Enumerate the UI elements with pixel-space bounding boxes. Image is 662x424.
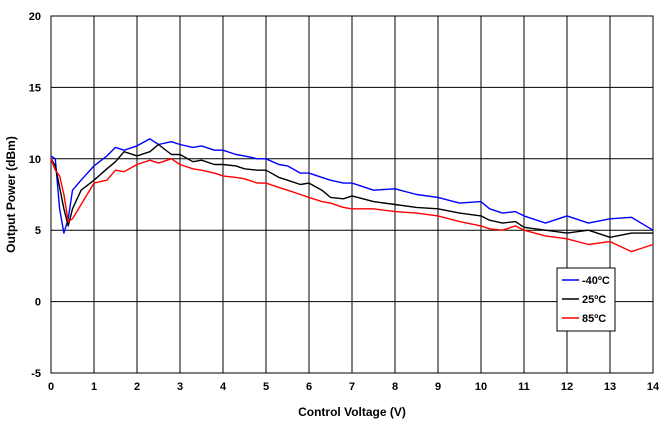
series-lines	[50, 138, 654, 253]
x-axis-title: Control Voltage (V)	[298, 405, 406, 419]
x-tick-label: 8	[392, 381, 398, 393]
x-tick-label: 9	[435, 381, 441, 393]
legend: -40ºC 25ºC 85ºC	[556, 267, 616, 332]
series-line	[50, 143, 653, 238]
x-tick-label: 1	[91, 381, 97, 393]
series-line	[50, 138, 654, 234]
legend-entry-label: 85ºC	[582, 313, 606, 325]
legend-entry-label: 25ºC	[582, 294, 606, 306]
x-tick-label: 5	[263, 381, 269, 393]
plot-area-frame	[50, 15, 654, 374]
y-axis-title: Output Power (dBm)	[4, 136, 18, 253]
x-tick-label: 3	[177, 381, 183, 393]
y-tick-label: 20	[29, 11, 41, 23]
x-tick-label: 7	[349, 381, 355, 393]
x-axis-tick-labels: 0 1 2 3 4 5 6 7 8 9 10 11 12 13 14	[48, 381, 660, 393]
x-tick-label: 2	[134, 381, 140, 393]
y-axis-tick-labels: -5 0 5 10 15 20	[29, 11, 41, 380]
x-tick-label: 12	[561, 381, 573, 393]
y-tick-label: 5	[35, 225, 41, 237]
x-tick-label: 10	[475, 381, 487, 393]
x-tick-label: 4	[220, 381, 227, 393]
y-tick-label: 15	[29, 82, 41, 94]
x-tick-label: 0	[48, 381, 54, 393]
y-tick-label: 0	[35, 297, 41, 309]
x-tick-label: 14	[647, 381, 660, 393]
x-tick-label: 11	[518, 381, 530, 393]
y-tick-label: 10	[29, 154, 41, 166]
y-tick-label: -5	[31, 368, 41, 380]
x-tick-label: 6	[306, 381, 312, 393]
series-line	[50, 158, 654, 253]
legend-entry-label: -40ºC	[582, 275, 610, 287]
x-tick-label: 13	[604, 381, 616, 393]
